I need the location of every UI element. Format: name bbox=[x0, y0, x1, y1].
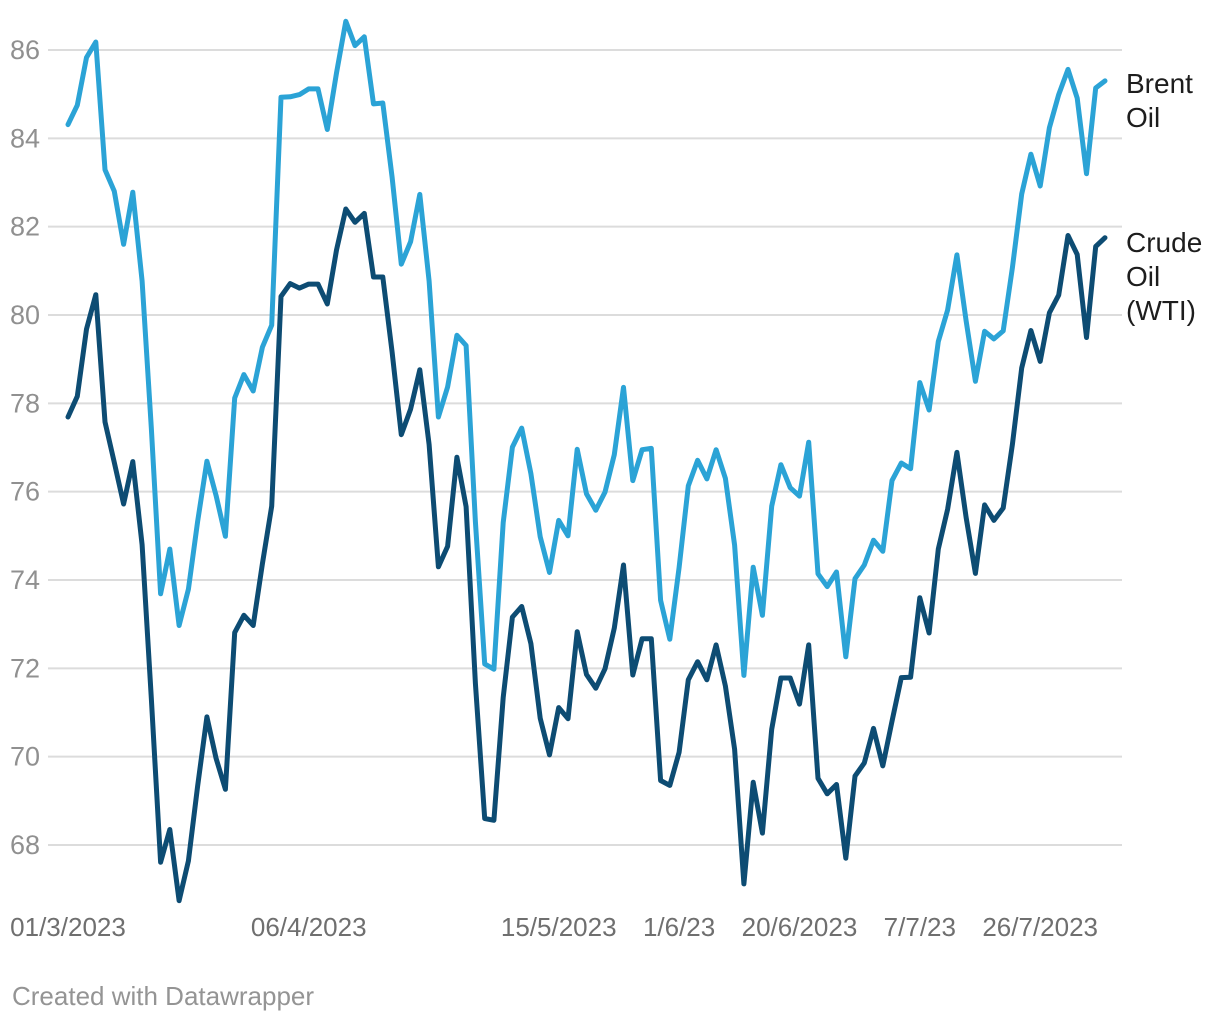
y-axis-tick-label: 76 bbox=[10, 477, 40, 507]
x-axis-tick-label: 1/6/23 bbox=[643, 912, 715, 942]
y-axis-tick-label: 80 bbox=[10, 300, 40, 330]
y-axis-tick-label: 78 bbox=[10, 388, 40, 418]
x-axis-tick-label: 15/5/2023 bbox=[501, 912, 617, 942]
series-label-wti: Crude Oil (WTI) bbox=[1126, 227, 1203, 326]
series-line-brent bbox=[65, 18, 1108, 678]
x-axis-tick-label: 26/7/2023 bbox=[982, 912, 1098, 942]
datawrapper-attribution: Created with Datawrapper bbox=[12, 981, 315, 1011]
x-axis-tick-label: 06/4/2023 bbox=[251, 912, 367, 942]
y-axis-tick-label: 70 bbox=[10, 742, 40, 772]
y-axis-tick-label: 86 bbox=[10, 35, 40, 65]
y-axis-tick-label: 68 bbox=[10, 830, 40, 860]
y-axis-tick-label: 82 bbox=[10, 212, 40, 242]
y-axis-tick-label: 84 bbox=[10, 123, 40, 153]
y-axis-tick-label: 74 bbox=[10, 565, 40, 595]
series-line-wti bbox=[65, 206, 1108, 904]
x-axis-tick-label: 20/6/2023 bbox=[742, 912, 858, 942]
y-axis-tick-label: 72 bbox=[10, 653, 40, 683]
series-label-brent: Brent Oil bbox=[1126, 68, 1193, 133]
x-axis-tick-label: 01/3/2023 bbox=[10, 912, 126, 942]
x-axis-tick-label: 7/7/23 bbox=[884, 912, 956, 942]
